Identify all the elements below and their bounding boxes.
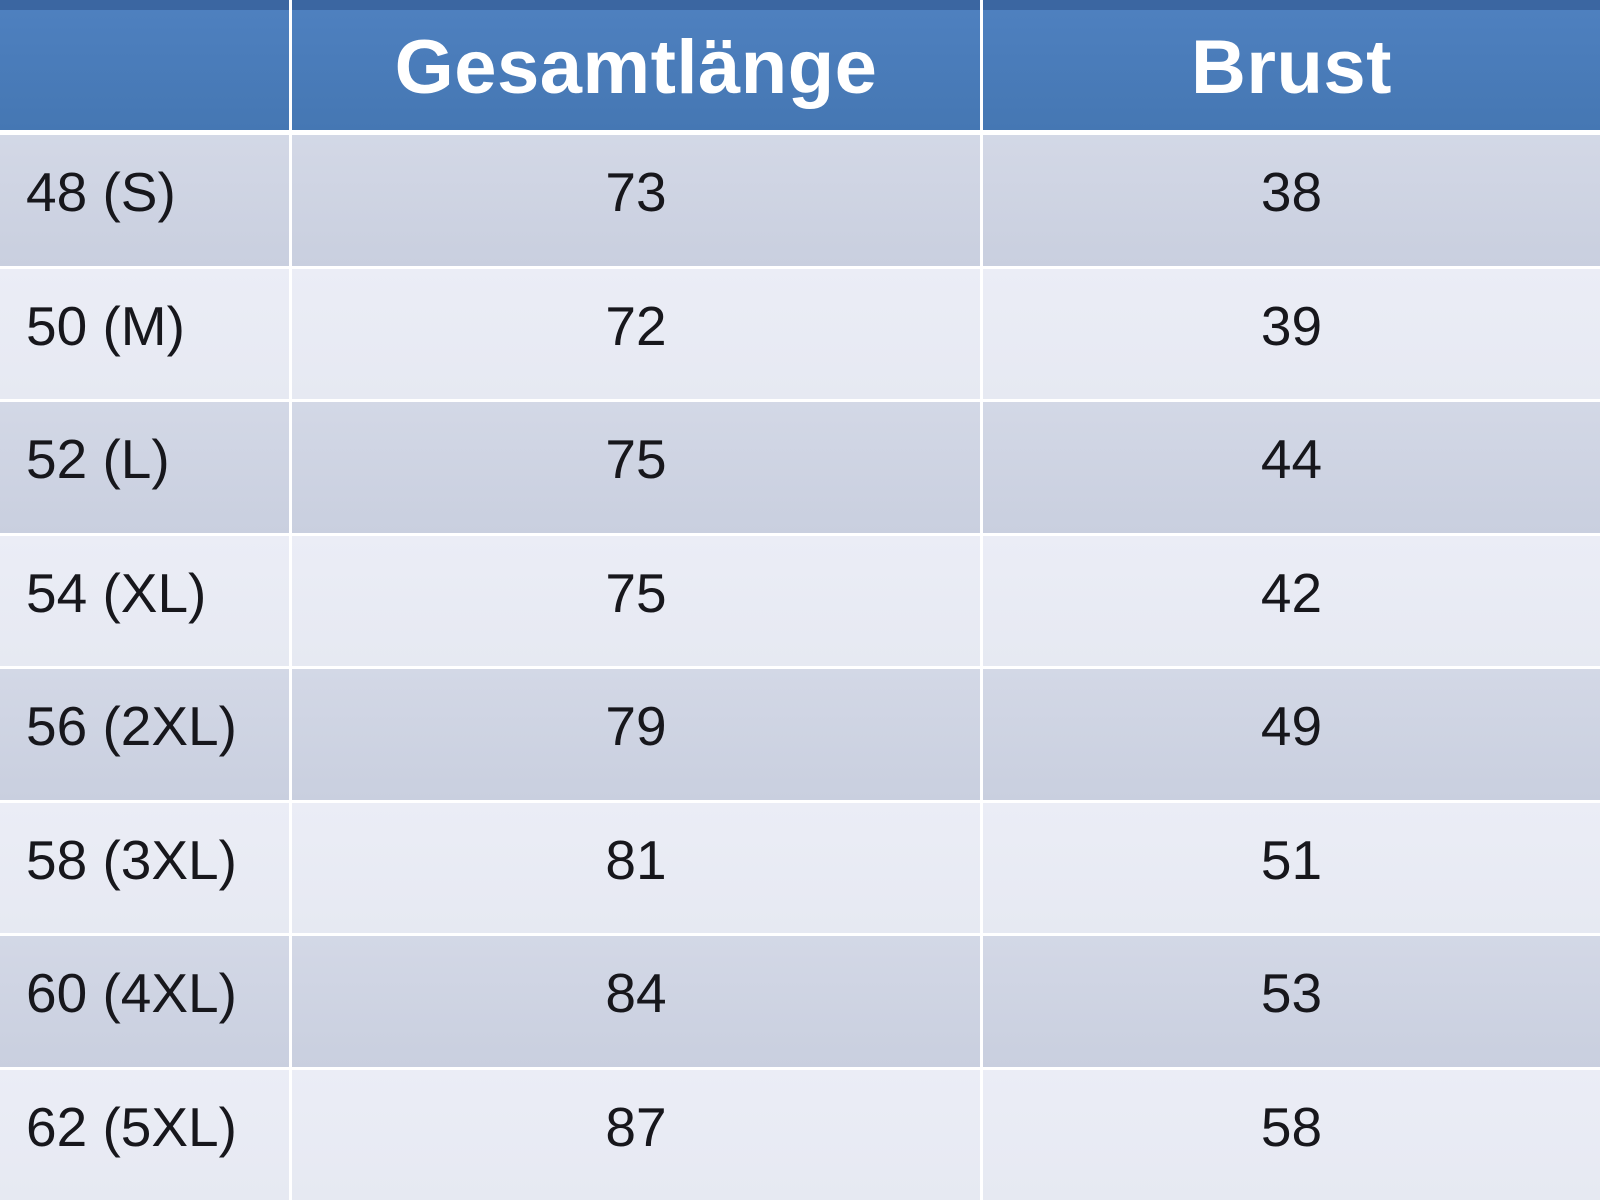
size-cell: 56 (2XL) bbox=[0, 669, 289, 800]
table-row: 60 (4XL) 84 53 bbox=[0, 936, 1600, 1067]
size-cell: 58 (3XL) bbox=[0, 802, 289, 933]
column-header-gesamtlaenge: Gesamtlänge bbox=[292, 0, 980, 130]
chest-cell: 53 bbox=[983, 936, 1600, 1067]
length-cell: 79 bbox=[292, 669, 980, 800]
size-cell: 48 (S) bbox=[0, 135, 289, 266]
size-cell: 50 (M) bbox=[0, 268, 289, 399]
chest-cell: 42 bbox=[983, 535, 1600, 666]
length-cell: 75 bbox=[292, 535, 980, 666]
size-cell: 60 (4XL) bbox=[0, 936, 289, 1067]
length-cell: 73 bbox=[292, 135, 980, 266]
length-cell: 75 bbox=[292, 402, 980, 533]
chest-cell: 49 bbox=[983, 669, 1600, 800]
table-row: 52 (L) 75 44 bbox=[0, 402, 1600, 533]
column-header-brust: Brust bbox=[983, 0, 1600, 130]
table-header-row: Gesamtlänge Brust bbox=[0, 0, 1600, 130]
column-header-size bbox=[0, 0, 289, 130]
length-cell: 72 bbox=[292, 268, 980, 399]
chest-cell: 51 bbox=[983, 802, 1600, 933]
length-cell: 84 bbox=[292, 936, 980, 1067]
length-cell: 87 bbox=[292, 1069, 980, 1200]
size-cell: 54 (XL) bbox=[0, 535, 289, 666]
size-cell: 52 (L) bbox=[0, 402, 289, 533]
table-row: 58 (3XL) 81 51 bbox=[0, 802, 1600, 933]
chest-cell: 39 bbox=[983, 268, 1600, 399]
chest-cell: 38 bbox=[983, 135, 1600, 266]
chest-cell: 44 bbox=[983, 402, 1600, 533]
length-cell: 81 bbox=[292, 802, 980, 933]
size-cell: 62 (5XL) bbox=[0, 1069, 289, 1200]
table-row: 48 (S) 73 38 bbox=[0, 135, 1600, 266]
table-row: 62 (5XL) 87 58 bbox=[0, 1069, 1600, 1200]
table-row: 50 (M) 72 39 bbox=[0, 268, 1600, 399]
table-row: 54 (XL) 75 42 bbox=[0, 535, 1600, 666]
table-row: 56 (2XL) 79 49 bbox=[0, 669, 1600, 800]
chest-cell: 58 bbox=[983, 1069, 1600, 1200]
